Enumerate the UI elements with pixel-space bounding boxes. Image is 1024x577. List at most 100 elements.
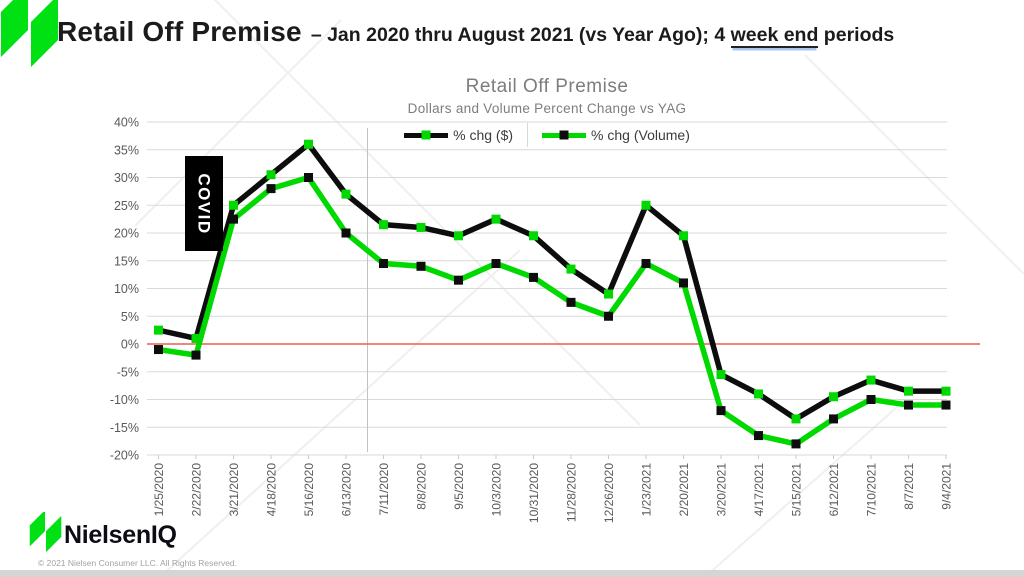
- data-point-marker: [341, 228, 351, 238]
- data-point-marker: [754, 389, 763, 399]
- legend-label-volume: % chg (Volume): [591, 127, 690, 143]
- data-point-marker: [266, 184, 276, 194]
- data-point-marker: [154, 325, 163, 335]
- x-tick-label: 1/23/2021: [640, 463, 654, 517]
- x-tick-label: 4/18/2020: [265, 463, 279, 517]
- x-tick-label: 8/8/2020: [415, 463, 429, 510]
- x-tick-label: 1/25/2020: [152, 463, 166, 517]
- data-point-marker: [941, 386, 951, 396]
- watermark-line: [804, 54, 1024, 275]
- data-point-marker: [866, 395, 876, 404]
- watermark-line: [704, 399, 906, 577]
- data-point-marker: [491, 259, 501, 269]
- y-tick-label: 30%: [114, 171, 139, 185]
- data-point-marker: [566, 264, 576, 274]
- y-tick-label: 40%: [114, 116, 139, 130]
- page-title-main: Retail Off Premise: [57, 16, 302, 47]
- data-point-marker: [904, 386, 913, 396]
- data-point-marker: [416, 261, 426, 271]
- data-point-marker: [491, 214, 501, 224]
- watermark-line: [134, 19, 342, 227]
- data-point-marker: [191, 333, 201, 343]
- x-tick-label: 10/3/2020: [490, 463, 504, 517]
- y-tick-label: -20%: [110, 449, 139, 463]
- data-point-marker: [379, 220, 388, 230]
- series-line-0: [157, 141, 946, 422]
- data-point-marker: [941, 400, 951, 410]
- data-point-marker: [566, 297, 576, 307]
- x-tick-label: 10/31/2020: [527, 463, 541, 523]
- x-tick-label: 5/16/2020: [302, 463, 316, 517]
- chart-legend: % chg ($) % chg (Volume): [147, 122, 947, 148]
- data-point-marker: [641, 259, 651, 269]
- data-point-marker: [454, 275, 463, 285]
- data-point-marker: [341, 189, 351, 199]
- data-point-marker: [679, 278, 688, 288]
- bottom-edge-strip: [0, 570, 1024, 577]
- y-tick-label: 20%: [114, 227, 139, 241]
- page-title-subtext: – Jan 2020 thru August 2021 (vs Year Ago…: [310, 24, 895, 48]
- data-point-marker: [791, 414, 801, 424]
- data-point-marker: [529, 272, 538, 282]
- x-tick-label: 3/20/2021: [715, 463, 729, 517]
- data-point-marker: [716, 370, 726, 380]
- y-tick-label: 10%: [114, 282, 139, 296]
- data-point-marker: [829, 414, 838, 424]
- data-point-marker: [754, 431, 763, 441]
- chart-subtitle: Dollars and Volume Percent Change vs YAG: [407, 101, 687, 116]
- data-point-marker: [304, 173, 313, 182]
- copyright-text: © 2021 Nielsen Consumer LLC. All Rights …: [38, 558, 238, 568]
- data-point-marker: [529, 231, 538, 241]
- x-tick-label: 9/4/2021: [940, 463, 954, 510]
- watermark-line: [213, 0, 641, 426]
- nielseniq-logo-mark-header: [1, 0, 58, 67]
- x-tick-label: 4/17/2021: [752, 463, 766, 517]
- data-point-marker: [604, 289, 613, 299]
- y-tick-label: 0%: [121, 338, 139, 352]
- y-tick-label: 5%: [121, 310, 139, 324]
- legend-item-volume: % chg (Volume): [528, 127, 704, 143]
- data-point-marker: [304, 139, 313, 149]
- data-point-marker: [904, 400, 913, 410]
- data-point-marker: [866, 375, 876, 385]
- x-tick-label: 7/10/2021: [865, 463, 879, 517]
- x-tick-label: 9/5/2020: [452, 463, 466, 510]
- data-point-marker: [379, 259, 388, 269]
- x-tick-label: 7/11/2020: [377, 463, 391, 516]
- x-tick-label: 2/22/2020: [190, 463, 204, 517]
- data-point-marker: [416, 222, 426, 232]
- data-point-marker: [641, 200, 651, 210]
- series-line-1: [158, 174, 946, 447]
- legend-swatch-dollars: [404, 130, 449, 140]
- x-tick-label: 11/28/2020: [565, 463, 579, 522]
- y-tick-label: 15%: [114, 254, 139, 268]
- data-point-marker: [229, 214, 238, 224]
- chart-title: Retail Off Premise: [465, 76, 629, 97]
- data-point-marker: [266, 170, 276, 180]
- y-tick-label: 25%: [114, 199, 139, 213]
- data-point-marker: [604, 311, 613, 321]
- nielseniq-wordmark: NielsenIQ: [64, 521, 177, 549]
- data-point-marker: [229, 200, 238, 210]
- legend-item-dollars: % chg ($): [390, 127, 527, 143]
- watermark-line: [159, 249, 521, 577]
- covid-annotation: COVID: [185, 156, 223, 251]
- spellcheck-underline-text: week end: [730, 24, 819, 48]
- data-point-marker: [154, 345, 163, 355]
- x-tick-label: 6/12/2021: [827, 463, 841, 517]
- data-point-marker: [191, 350, 201, 360]
- y-tick-label: -15%: [110, 421, 139, 435]
- x-tick-label: 12/26/2020: [602, 463, 616, 523]
- data-point-marker: [791, 439, 801, 449]
- x-tick-label: 8/7/2021: [902, 463, 916, 510]
- x-tick-label: 2/20/2021: [677, 463, 691, 517]
- legend-label-dollars: % chg ($): [453, 127, 514, 143]
- x-tick-label: 3/21/2020: [227, 463, 241, 517]
- x-tick-label: 6/13/2020: [340, 463, 354, 517]
- legend-swatch-volume: [542, 130, 587, 140]
- legend-divider: [527, 123, 529, 147]
- nielseniq-logo-mark-footer: [29, 512, 62, 553]
- y-tick-label: -5%: [117, 365, 139, 379]
- data-point-marker: [454, 231, 463, 241]
